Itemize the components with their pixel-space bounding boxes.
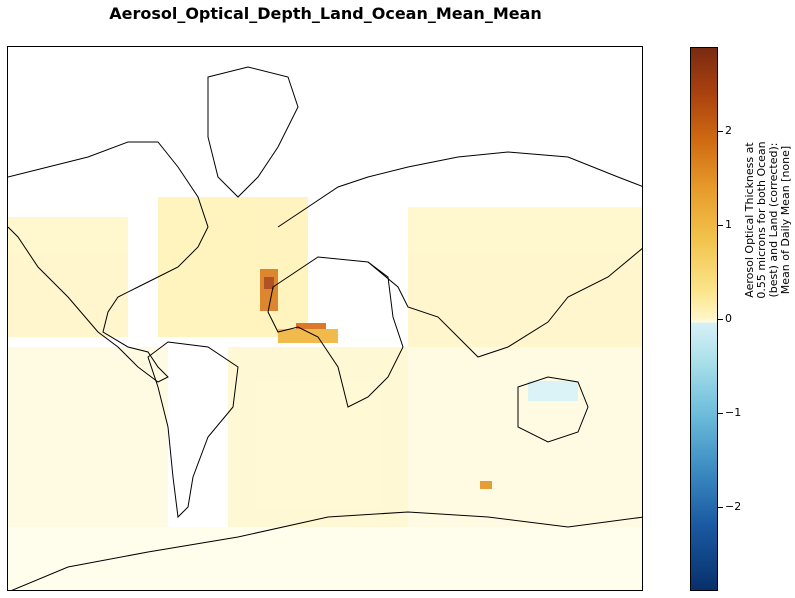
colorbar-tick-label: 0 — [725, 312, 732, 325]
colorbar-tick — [718, 319, 723, 320]
aod-hotspot-sahara-core — [264, 277, 274, 289]
colorbar-tick-label: 1 — [725, 218, 732, 231]
map-panel — [7, 46, 643, 591]
australia-coast — [517, 376, 589, 443]
aod-band-southern — [8, 527, 642, 590]
colorbar-label-line-4: Mean of Daily Mean [none] — [779, 145, 792, 295]
colorbar-tick-label: −2 — [725, 500, 742, 513]
aod-negative-australia — [528, 381, 578, 401]
aod-hotspot-south-atlantic — [480, 481, 492, 489]
africa-europe-coast — [267, 256, 404, 408]
colorbar-tick — [718, 413, 723, 414]
coastlines — [8, 66, 642, 590]
south-america-coast — [147, 341, 239, 519]
colorbar-tick — [718, 225, 723, 226]
world-map — [8, 66, 642, 590]
aerosol-field — [8, 197, 642, 590]
greenland-coast — [207, 66, 299, 198]
north-america-coast — [8, 141, 209, 383]
europe-asia-coast — [277, 151, 642, 358]
colorbar-tick-label: −1 — [725, 406, 742, 419]
colorbar-tick — [718, 507, 723, 508]
aod-band-atlantic — [158, 197, 308, 337]
map-title: Aerosol_Optical_Depth_Land_Ocean_Mean_Me… — [109, 4, 542, 23]
colorbar-tick — [718, 131, 723, 132]
colorbar — [690, 47, 718, 591]
antarctica-coast — [11, 511, 642, 590]
aod-band-indian — [408, 347, 642, 557]
aod-band-asia — [408, 207, 642, 347]
aod-band-south-atlantic — [228, 347, 408, 547]
aod-band-north-pacific — [8, 217, 128, 337]
colorbar-tick-label: 2 — [725, 124, 732, 137]
aod-hotspot-west-africa — [278, 329, 338, 343]
